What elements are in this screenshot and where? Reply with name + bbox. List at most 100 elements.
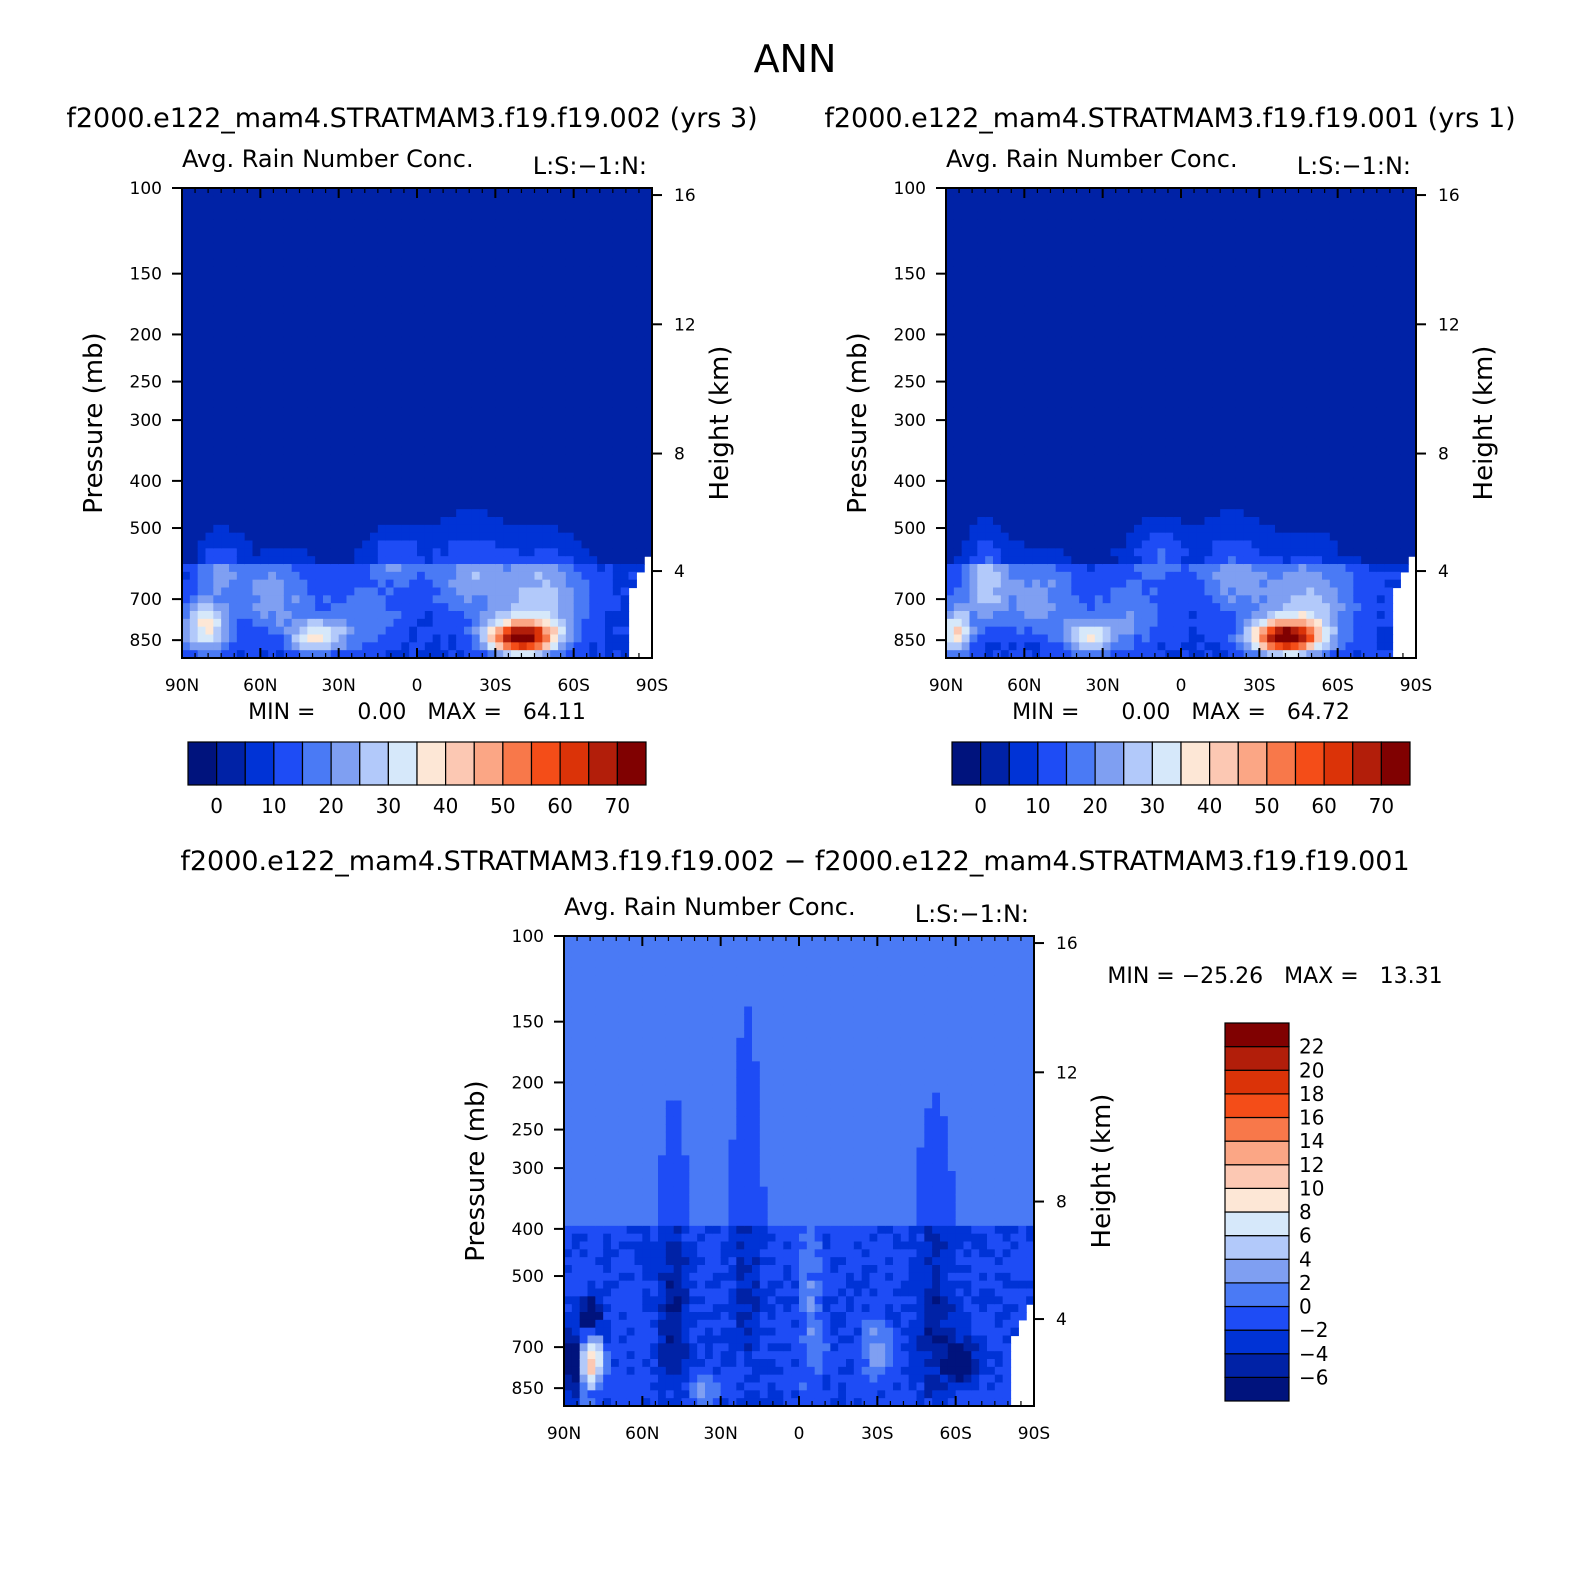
field-cell xyxy=(417,274,426,283)
field-cell xyxy=(205,195,214,205)
field-cell xyxy=(448,587,457,596)
field-cell xyxy=(479,415,489,424)
field-cell xyxy=(189,344,199,354)
field-cell xyxy=(1055,188,1065,197)
y-tick-label: 200 xyxy=(130,325,162,345)
field-cell xyxy=(487,430,496,440)
field-cell xyxy=(605,509,614,518)
field-cell xyxy=(612,524,622,534)
field-cell xyxy=(511,595,520,604)
field-cell xyxy=(260,415,269,424)
field-cell xyxy=(291,626,301,636)
field-cell xyxy=(495,564,504,573)
field-cell xyxy=(409,368,418,377)
field-cell xyxy=(993,509,1002,518)
field-cell xyxy=(1055,650,1065,659)
field-cell xyxy=(1040,250,1049,260)
field-cell xyxy=(597,336,606,346)
field-cell xyxy=(1047,329,1057,338)
field-cell xyxy=(1047,579,1057,589)
field-cell xyxy=(354,438,363,448)
field-cell xyxy=(1063,446,1072,455)
field-cell xyxy=(558,329,567,338)
field-cell xyxy=(961,579,971,589)
field-cell xyxy=(362,211,371,220)
field-cell xyxy=(534,195,543,205)
field-cell xyxy=(456,626,465,636)
field-cell xyxy=(961,391,971,401)
field-cell xyxy=(487,329,496,338)
field-cell xyxy=(1047,227,1057,236)
field-cell xyxy=(213,211,222,220)
field-cell xyxy=(315,587,324,596)
field-cell xyxy=(487,423,496,432)
field-cell xyxy=(558,626,567,636)
field-cell xyxy=(307,203,316,213)
field-cell xyxy=(644,415,653,424)
field-cell xyxy=(993,571,1002,581)
field-cell xyxy=(1094,188,1104,197)
field-cell xyxy=(511,321,520,330)
field-cell xyxy=(993,235,1002,244)
field-cell xyxy=(409,250,418,260)
field-cell xyxy=(315,305,324,314)
field-cell xyxy=(1079,556,1088,565)
field-cell xyxy=(1047,438,1057,448)
field-cell xyxy=(1094,282,1104,291)
field-cell xyxy=(205,571,214,581)
field-cell xyxy=(401,532,410,542)
field-cell xyxy=(526,336,536,346)
field-cell xyxy=(244,571,254,581)
field-cell xyxy=(628,470,637,479)
field-cell xyxy=(550,242,559,252)
field-cell xyxy=(550,235,559,244)
field-cell xyxy=(1008,258,1018,267)
field-cell xyxy=(1000,211,1010,220)
field-cell xyxy=(1016,321,1025,330)
field-cell xyxy=(268,501,277,510)
field-cell xyxy=(276,289,285,299)
field-cell xyxy=(1047,360,1057,369)
field-cell xyxy=(636,532,645,542)
field-cell xyxy=(244,289,254,299)
field-cell xyxy=(542,564,551,573)
field-cell xyxy=(401,297,410,307)
field-cell xyxy=(597,595,606,604)
field-cell xyxy=(205,532,214,542)
field-cell xyxy=(487,305,496,314)
y-tick-label: 300 xyxy=(130,411,162,431)
field-cell xyxy=(197,595,207,604)
field-cell xyxy=(377,571,387,581)
field-cell xyxy=(1000,540,1010,549)
field-cell xyxy=(550,603,559,612)
field-cell xyxy=(993,477,1002,487)
field-cell xyxy=(969,289,978,299)
field-cell xyxy=(1063,642,1072,651)
field-cell xyxy=(323,195,332,205)
field-cell xyxy=(323,618,332,628)
field-cell xyxy=(417,258,426,267)
field-cell xyxy=(417,501,426,510)
field-cell xyxy=(464,540,473,549)
field-cell xyxy=(953,305,963,314)
field-cell xyxy=(620,517,630,526)
field-cell xyxy=(221,501,230,510)
field-cell xyxy=(424,195,434,205)
field-cell xyxy=(448,313,457,322)
field-cell xyxy=(479,462,489,471)
field-cell xyxy=(417,203,426,213)
field-cell xyxy=(946,399,955,408)
field-cell xyxy=(1071,650,1080,659)
field-cell xyxy=(268,509,277,518)
field-cell xyxy=(197,360,207,369)
field-cell xyxy=(440,430,449,440)
field-cell xyxy=(464,571,473,581)
field-cell xyxy=(432,650,442,659)
field-cell xyxy=(605,274,614,283)
field-cell xyxy=(393,540,402,549)
field-cell xyxy=(1024,203,1033,213)
field-cell xyxy=(299,297,308,307)
field-cell xyxy=(620,509,630,518)
field-cell xyxy=(1047,485,1057,495)
field-cell xyxy=(1040,423,1049,432)
